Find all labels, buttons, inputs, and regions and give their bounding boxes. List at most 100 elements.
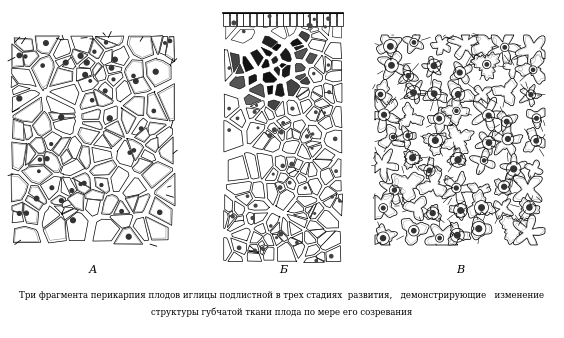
Polygon shape	[123, 96, 144, 116]
Polygon shape	[270, 222, 280, 234]
Polygon shape	[267, 184, 278, 205]
Polygon shape	[402, 218, 429, 245]
Circle shape	[457, 70, 462, 75]
Polygon shape	[235, 192, 253, 206]
Polygon shape	[375, 79, 392, 105]
Polygon shape	[262, 59, 269, 68]
Polygon shape	[275, 101, 285, 117]
Circle shape	[455, 233, 460, 238]
Polygon shape	[306, 221, 324, 230]
Polygon shape	[287, 128, 292, 140]
Polygon shape	[157, 83, 174, 121]
Polygon shape	[309, 39, 326, 52]
Polygon shape	[513, 175, 543, 202]
Polygon shape	[447, 148, 466, 165]
Circle shape	[328, 91, 331, 94]
Circle shape	[70, 218, 76, 223]
Circle shape	[128, 151, 131, 154]
Circle shape	[153, 69, 158, 74]
Polygon shape	[470, 52, 500, 81]
Polygon shape	[471, 217, 492, 240]
Circle shape	[458, 208, 463, 213]
Circle shape	[158, 210, 162, 214]
Circle shape	[112, 78, 115, 81]
Polygon shape	[247, 122, 265, 144]
Circle shape	[387, 44, 393, 49]
Polygon shape	[246, 108, 260, 119]
Circle shape	[406, 134, 410, 138]
Polygon shape	[324, 42, 342, 59]
Circle shape	[17, 53, 21, 57]
Polygon shape	[14, 38, 34, 51]
Polygon shape	[258, 241, 265, 247]
Circle shape	[169, 40, 171, 43]
Polygon shape	[338, 194, 342, 202]
Polygon shape	[244, 94, 261, 105]
Polygon shape	[131, 118, 147, 135]
Circle shape	[253, 111, 256, 113]
Polygon shape	[280, 63, 286, 68]
Polygon shape	[272, 44, 281, 51]
Polygon shape	[312, 23, 318, 27]
Circle shape	[296, 241, 298, 244]
Circle shape	[456, 92, 461, 97]
Circle shape	[270, 225, 272, 227]
Circle shape	[479, 205, 484, 210]
Circle shape	[82, 182, 86, 185]
Circle shape	[253, 249, 257, 252]
Circle shape	[312, 133, 314, 135]
Polygon shape	[253, 132, 270, 149]
Bar	[283, 13, 289, 26]
Polygon shape	[12, 90, 39, 112]
Bar	[330, 13, 336, 26]
Polygon shape	[61, 209, 78, 220]
Polygon shape	[60, 149, 72, 165]
Circle shape	[17, 212, 21, 215]
Bar	[270, 13, 276, 26]
Polygon shape	[43, 131, 61, 151]
Bar	[303, 13, 310, 26]
Polygon shape	[123, 178, 147, 197]
Polygon shape	[495, 179, 511, 195]
Polygon shape	[78, 127, 100, 145]
Circle shape	[455, 110, 458, 113]
Polygon shape	[235, 201, 245, 215]
Polygon shape	[306, 141, 321, 147]
Polygon shape	[125, 60, 144, 81]
Polygon shape	[500, 154, 527, 180]
Polygon shape	[228, 211, 233, 217]
Polygon shape	[12, 119, 24, 141]
Polygon shape	[114, 227, 143, 244]
Polygon shape	[332, 106, 342, 128]
Circle shape	[529, 93, 533, 97]
Polygon shape	[230, 53, 240, 72]
Circle shape	[502, 184, 506, 189]
Circle shape	[315, 111, 317, 114]
Circle shape	[272, 128, 276, 131]
Polygon shape	[159, 137, 173, 164]
Circle shape	[437, 116, 442, 121]
Polygon shape	[280, 48, 292, 62]
Text: Три фрагмента перикарпия плодов иглицы подлистной в трех стадиях  развития,   де: Три фрагмента перикарпия плодов иглицы п…	[19, 290, 545, 299]
Polygon shape	[263, 247, 274, 260]
Polygon shape	[32, 55, 54, 91]
Polygon shape	[275, 182, 285, 193]
Polygon shape	[93, 219, 120, 241]
Circle shape	[24, 211, 28, 215]
Circle shape	[41, 64, 45, 67]
Polygon shape	[271, 15, 285, 25]
Circle shape	[333, 137, 337, 141]
Polygon shape	[68, 136, 82, 159]
Polygon shape	[425, 224, 457, 245]
Polygon shape	[312, 31, 328, 41]
Circle shape	[324, 26, 326, 28]
Polygon shape	[296, 88, 309, 97]
Circle shape	[315, 260, 318, 262]
Polygon shape	[293, 120, 306, 132]
Polygon shape	[12, 142, 27, 171]
Polygon shape	[376, 35, 402, 57]
Polygon shape	[310, 27, 319, 32]
Polygon shape	[309, 23, 312, 30]
Polygon shape	[287, 100, 301, 116]
Circle shape	[262, 248, 265, 250]
